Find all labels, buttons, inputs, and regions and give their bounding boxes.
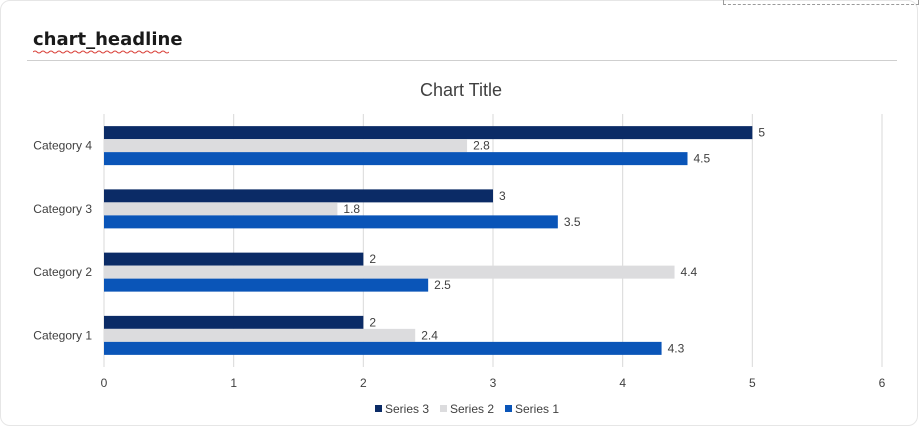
legend-swatch [375, 405, 382, 412]
bar [104, 139, 468, 153]
bar [104, 315, 364, 329]
data-label: 2.8 [473, 139, 490, 153]
chart-title: Chart Title [420, 80, 502, 100]
legend-item: Series 2 [440, 402, 494, 416]
x-tick-label: 3 [490, 376, 497, 390]
data-label: 3.5 [564, 215, 581, 229]
data-label: 4.5 [694, 152, 711, 166]
x-tick-label: 4 [619, 376, 626, 390]
data-label: 1.8 [343, 202, 360, 216]
category-label: Category 2 [33, 265, 92, 279]
x-tick-label: 1 [230, 376, 237, 390]
category-label: Category 1 [33, 328, 92, 342]
category-label: Category 3 [33, 202, 92, 216]
header-divider [27, 60, 897, 61]
legend-swatch [505, 405, 512, 412]
bar [104, 341, 662, 355]
category-labels: Category 1 Category 2 Category 3 Category 4 [33, 139, 92, 343]
selection-outline [723, 0, 919, 5]
data-label: 2.4 [421, 328, 438, 342]
bar [104, 252, 364, 266]
legend-item: Series 3 [375, 402, 429, 416]
bar [104, 189, 493, 203]
bar [104, 126, 753, 140]
data-label: 5 [758, 126, 765, 140]
bar [104, 215, 558, 229]
x-tick-label: 5 [749, 376, 756, 390]
bar [104, 202, 338, 216]
x-axis-ticks: 0 1 2 3 4 5 6 [101, 376, 886, 390]
legend-swatch [440, 405, 447, 412]
bar [104, 265, 675, 279]
x-tick-label: 0 [101, 376, 108, 390]
chart-headline: chart_headline [33, 29, 183, 50]
data-label: 4.3 [668, 341, 685, 355]
data-label: 2 [369, 315, 376, 329]
x-tick-label: 6 [879, 376, 886, 390]
legend-label: Series 2 [450, 402, 494, 416]
bar [104, 328, 416, 342]
data-label: 2 [369, 252, 376, 266]
legend-label: Series 1 [515, 402, 559, 416]
spellcheck-underline [33, 50, 169, 54]
data-labels: 2 2.4 4.3 2 4.4 2.5 3 1.8 3.5 5 2.8 4.5 [343, 126, 765, 356]
data-label: 3 [499, 189, 506, 203]
bar [104, 278, 429, 292]
category-label: Category 4 [33, 139, 92, 153]
data-label: 2.5 [434, 278, 451, 292]
bar [104, 152, 688, 166]
bars [104, 126, 753, 355]
data-label: 4.4 [681, 265, 698, 279]
legend-item: Series 1 [505, 402, 559, 416]
legend: Series 3 Series 2 Series 1 [375, 402, 559, 416]
x-tick-label: 2 [360, 376, 367, 390]
legend-label: Series 3 [385, 402, 429, 416]
